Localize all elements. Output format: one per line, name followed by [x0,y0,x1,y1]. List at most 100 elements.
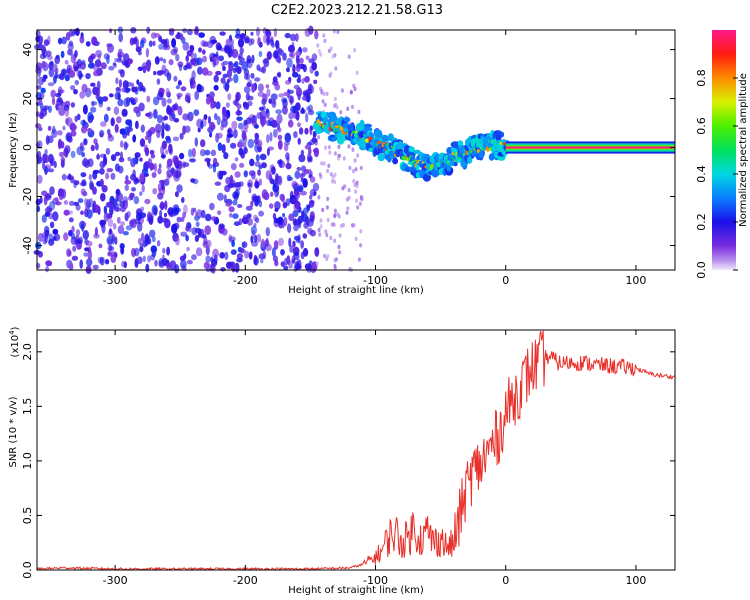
noise-blob [180,231,188,237]
colorbar-tick-label: 0.8 [695,69,708,87]
noise-blob [274,201,281,210]
noise-blob [37,140,43,149]
noise-blob [43,39,50,46]
sparse-noise-blob [339,110,343,115]
noise-blob [179,152,185,160]
noise-blob [114,123,119,133]
noise-blob [238,218,243,226]
noise-blob [107,218,114,228]
sparse-noise-blob [339,223,343,229]
sparse-noise-blob [356,205,360,210]
noise-blob [165,135,171,141]
noise-blob [232,199,238,206]
noise-blob [207,116,212,124]
noise-blob [57,130,63,136]
noise-blob [287,119,294,128]
noise-blob [41,44,46,54]
noise-blob [309,229,316,237]
noise-blob [232,100,238,106]
noise-blob [261,162,268,169]
noise-blob [116,216,121,224]
snr-y-multiplier: (x104) [8,326,21,357]
noise-blob [52,211,59,222]
noise-blob [42,105,48,112]
noise-blob [114,163,120,172]
noise-blob [85,73,91,80]
noise-blob [202,55,207,63]
noise-blob [164,123,169,131]
sparse-noise-blob [324,229,328,234]
noise-blob [301,210,305,218]
sparse-noise-blob [359,165,363,171]
noise-blob [249,182,253,188]
noise-blob [242,214,249,221]
sparse-noise-blob [354,189,358,194]
noise-blob [51,97,56,106]
noise-blob [227,77,233,82]
noise-blob [309,214,315,223]
colorbar-label: Normalized spectral amplitude [738,73,749,227]
noise-blob [215,70,222,76]
sparse-noise-blob [357,257,361,262]
noise-blob [225,38,232,46]
sparse-noise-blob [348,267,352,272]
y-tick-label: 0 [21,144,34,151]
noise-blob [158,70,165,75]
noise-blob [105,172,110,180]
noise-blob [103,212,109,222]
noise-blob [237,204,243,208]
noise-blob [182,113,189,121]
sparse-noise-blob [321,207,325,213]
sparse-noise-blob [355,70,359,76]
noise-blob [278,57,282,64]
noise-blob [122,231,129,236]
noise-blob [236,108,241,116]
noise-blob [266,36,270,46]
noise-blob [293,183,299,192]
noise-blob [84,247,90,252]
noise-blob [70,177,75,184]
signal-blob [447,148,452,154]
noise-blob [180,86,187,92]
noise-blob [112,223,117,230]
sparse-noise-blob [323,38,327,44]
noise-blob [141,232,145,242]
noise-blob [300,240,304,249]
sparse-noise-blob [325,232,329,238]
noise-blob [43,154,50,164]
noise-blob [195,211,199,217]
noise-blob [284,144,289,152]
noise-blob [131,86,138,93]
noise-blob [277,159,283,165]
noise-blob [244,250,250,259]
noise-blob [92,203,96,214]
noise-blob [161,184,166,192]
noise-blob [301,77,305,84]
sparse-noise-blob [353,86,357,92]
noise-blob [283,141,290,146]
noise-blob [179,34,184,41]
snr-y-ticks: 0.0 0.5 1.0 1.5 2.0 [21,343,675,579]
noise-blob [115,86,121,91]
noise-blob [159,209,163,219]
noise-blob [232,213,239,220]
x-tick-label: -200 [233,274,258,287]
sparse-noise-blob [335,105,339,110]
noise-blob [130,173,137,181]
sparse-noise-blob [319,52,323,57]
noise-blob [176,92,183,98]
noise-blob [80,119,87,126]
noise-blob [162,58,167,64]
sparse-noise-blob [326,196,330,202]
noise-blob [312,148,319,154]
noise-blob [48,212,54,220]
noise-blob [81,126,87,134]
noise-blob [107,43,114,53]
noise-blob [286,67,290,73]
signal-blob [363,123,372,128]
noise-blob [56,74,63,79]
noise-blob [297,218,302,229]
noise-blob [271,247,276,258]
noise-blob [101,223,106,234]
noise-blob [288,76,292,83]
